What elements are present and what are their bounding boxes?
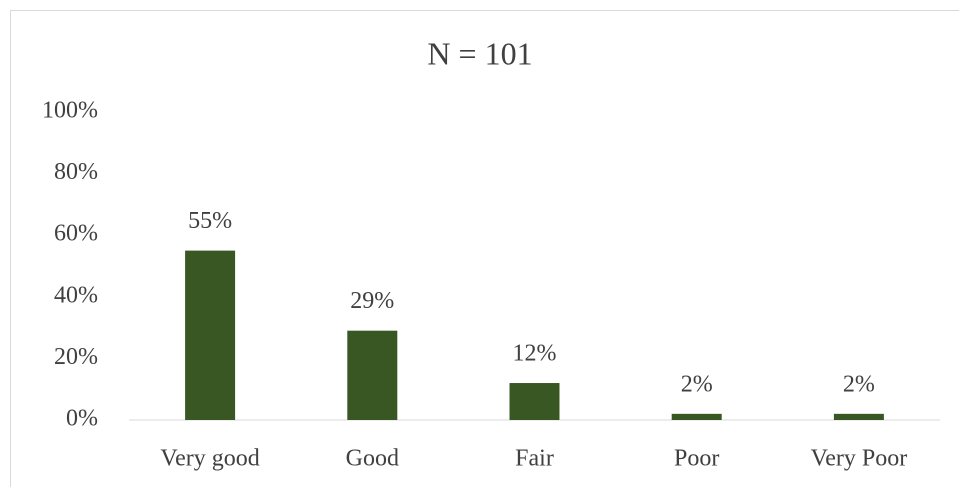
x-tick-label: Very good xyxy=(160,446,259,472)
y-tick-label: 40% xyxy=(54,282,98,308)
x-tick-label: Good xyxy=(346,446,399,472)
data-label: 12% xyxy=(513,341,557,367)
bar xyxy=(347,330,398,420)
chart-title: N = 101 xyxy=(427,35,532,71)
data-label: 2% xyxy=(843,371,875,397)
chart-border xyxy=(10,10,959,487)
bar xyxy=(185,250,236,420)
bar xyxy=(671,413,722,420)
data-label: 29% xyxy=(350,288,394,314)
data-label: 2% xyxy=(681,371,713,397)
x-tick-label: Fair xyxy=(515,446,554,472)
bar xyxy=(509,383,560,420)
x-tick-label: Poor xyxy=(674,446,719,472)
y-tick-label: 60% xyxy=(54,221,98,247)
y-tick-label: 80% xyxy=(54,159,98,185)
data-label: 55% xyxy=(188,208,232,234)
bar xyxy=(833,413,884,420)
x-tick-label: Very Poor xyxy=(811,446,908,472)
y-tick-label: 100% xyxy=(42,98,98,124)
y-tick-label: 0% xyxy=(66,406,98,432)
y-tick-label: 20% xyxy=(54,344,98,370)
